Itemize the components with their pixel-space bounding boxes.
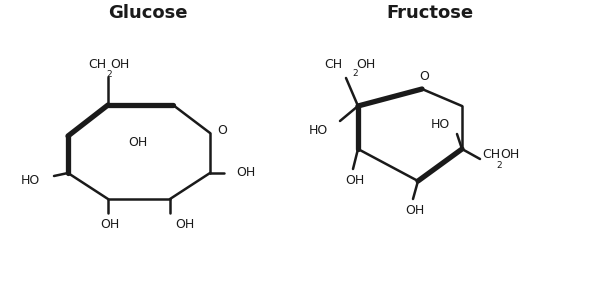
Text: OH: OH [405,205,424,217]
Text: OH: OH [346,175,365,187]
Text: HO: HO [430,118,450,132]
Text: 2: 2 [496,161,501,170]
Text: HO: HO [20,175,40,187]
Text: OH: OH [175,219,194,232]
Text: OH: OH [500,148,520,162]
Text: OH: OH [356,58,375,70]
Text: CH: CH [324,58,342,70]
Text: OH: OH [236,166,255,180]
Text: O: O [419,70,429,84]
Text: 2: 2 [352,69,358,78]
Text: OH: OH [128,136,147,150]
Text: OH: OH [110,58,129,72]
Text: CH: CH [482,148,500,162]
Text: Glucose: Glucose [108,4,188,22]
Text: Fructose: Fructose [386,4,474,22]
Text: OH: OH [101,219,120,232]
Text: O: O [217,123,227,136]
Text: CH: CH [88,58,106,72]
Text: HO: HO [309,123,328,136]
Text: 2: 2 [106,70,111,79]
